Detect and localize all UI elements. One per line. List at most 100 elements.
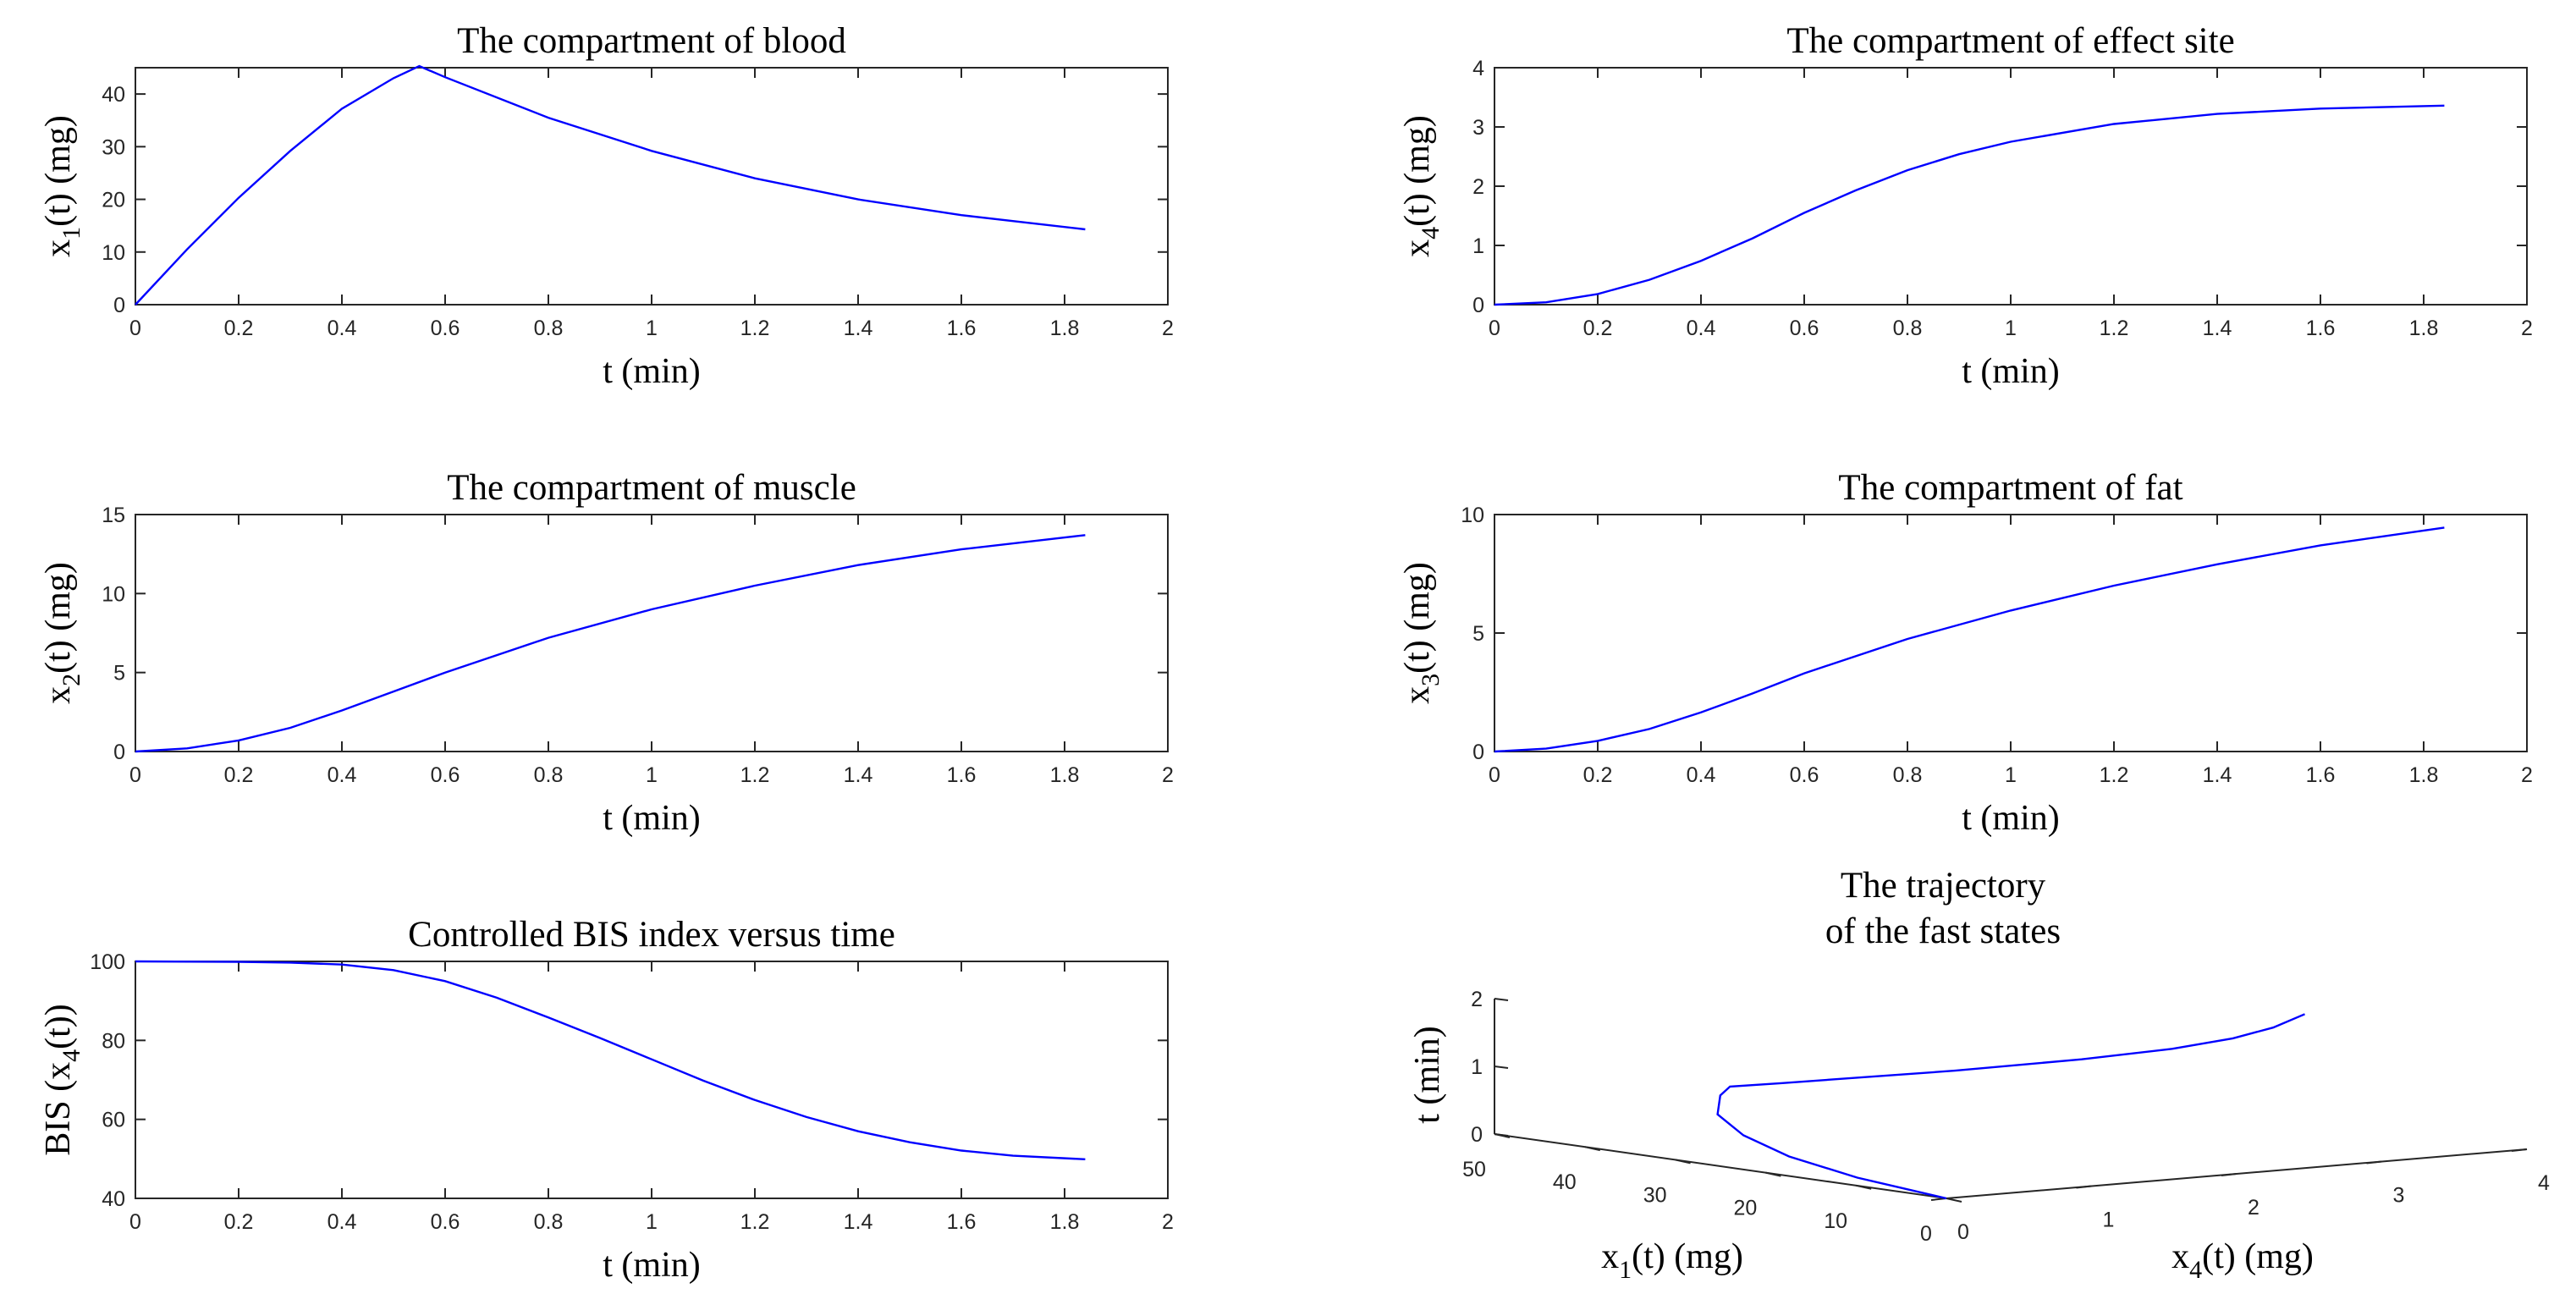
x1-axis-label-sub: 1	[1619, 1256, 1632, 1284]
y-tick-label: 5	[113, 662, 125, 686]
x-tick-label: 2	[1162, 317, 1174, 340]
x-tick-label: 0.4	[1687, 317, 1716, 340]
y-axis-label-rest: (t) (mg)	[39, 115, 78, 227]
y-tick-label: 4	[1472, 57, 1484, 80]
x-tick-label: 1	[646, 763, 658, 787]
y-tick-label: 10	[102, 582, 125, 606]
series-line-BIS	[135, 960, 1086, 1160]
x-tick-label: 0	[1489, 763, 1500, 787]
y-axis-label-base: x	[1398, 240, 1437, 257]
y-tick-label: 40	[102, 1187, 125, 1211]
x1-axis-label-rest: (t) (mg)	[1632, 1237, 1743, 1276]
x4-axis-label: x4(t) (mg)	[2171, 1237, 2314, 1284]
x-tick-label: 0.4	[328, 763, 357, 787]
chart-fat: 0 0.2 0.4 0.6 0.8 1 1.2 1.4 1.6 1.8 2 0 5 10 The compa…	[1398, 468, 2533, 838]
x1-tick-label: 50	[1462, 1158, 1486, 1181]
chart-title: The compartment of muscle	[447, 468, 856, 508]
x-tick-label: 1.6	[947, 763, 977, 787]
y-axis-label-sub: 1	[58, 227, 85, 240]
t-tick-label: 1	[1471, 1055, 1483, 1079]
y-axis-label-rest: (t) (mg)	[39, 562, 78, 674]
t-tick-mark	[1494, 1133, 1509, 1137]
x1-tick-label: 0	[1920, 1222, 1932, 1246]
x-tick-label: 1.2	[740, 1210, 770, 1234]
chart-effect: 0 0.2 0.4 0.6 0.8 1 1.2 1.4 1.6 1.8 2 0 1 2 3 4 The comp…	[1398, 21, 2533, 391]
x-tick-label: 1.4	[2203, 317, 2232, 340]
series-line-x4	[1494, 104, 2445, 306]
y-tick-label: 3	[1472, 116, 1484, 140]
t-tick-mark	[1494, 998, 1509, 1001]
x-tick-label: 1.8	[1050, 1210, 1080, 1234]
chart-muscle: 0 0.2 0.4 0.6 0.8 1 1.2 1.4 1.6 1.8 2 0 5 10 15 The com…	[39, 468, 1174, 838]
chart-title: The compartment of fat	[1838, 468, 2182, 508]
plot-area	[1494, 514, 2528, 752]
x-tick-label: 1	[2005, 763, 2017, 787]
y-axis-label-sub: 4	[58, 1049, 85, 1062]
y-tick-label: 30	[102, 135, 125, 159]
x-tick-label: 0.8	[1893, 763, 1923, 787]
x4-tick-mark	[2511, 1148, 2528, 1152]
y-tick-label: 1	[1472, 234, 1484, 258]
y-axis-label-sub: 2	[58, 674, 85, 686]
y-tick-label: 80	[102, 1029, 125, 1053]
x-tick-label: 0.6	[1790, 317, 1819, 340]
x-tick-label: 0.8	[534, 317, 564, 340]
chart-title-line-1: The trajectory	[1841, 866, 2046, 906]
x-axis-label: t (min)	[1962, 799, 2059, 838]
x-tick-label: 1.4	[2203, 763, 2232, 787]
x-tick-label: 1.2	[740, 763, 770, 787]
chart-title: Controlled BIS index versus time	[408, 915, 895, 955]
x-tick-label: 0.4	[1687, 763, 1716, 787]
x-tick-label: 0.8	[534, 1210, 564, 1234]
x-tick-label: 2	[2521, 317, 2533, 340]
x-tick-label: 1.2	[2100, 763, 2129, 787]
y-tick-label: 5	[1472, 622, 1484, 646]
x-tick-label: 1.8	[1050, 317, 1080, 340]
x4-tick-label: 3	[2393, 1184, 2405, 1208]
x4-axis-label-base: x	[2171, 1237, 2189, 1276]
y-tick-label: 2	[1472, 175, 1484, 199]
x-tick-label: 0.2	[224, 317, 254, 340]
t-tick-mark	[1494, 1065, 1509, 1069]
plot-area	[135, 961, 1169, 1199]
plot-area	[1494, 67, 2528, 306]
x1-axis-label-base: x	[1601, 1237, 1619, 1276]
x-tick-label: 1	[646, 317, 658, 340]
x-tick-label: 1.8	[2409, 317, 2439, 340]
x4-tick-mark	[2076, 1185, 2092, 1189]
x-tick-label: 0.2	[224, 1210, 254, 1234]
x-tick-label: 1.2	[2100, 317, 2129, 340]
x-axis-label: t (min)	[603, 799, 700, 838]
x4-tick-label: 1	[2103, 1209, 2115, 1232]
t-tick-label: 0	[1471, 1123, 1483, 1147]
x4-axis-label-rest: (t) (mg)	[2202, 1237, 2314, 1276]
x-tick-label: 0	[129, 317, 141, 340]
x1-tick-mark	[1765, 1171, 1781, 1177]
series-line-trajectory	[1716, 1013, 2305, 1200]
x4-tick-mark	[2366, 1160, 2382, 1165]
y-tick-label: 60	[102, 1109, 125, 1132]
y-axis-label: x3(t) (mg)	[1398, 562, 1445, 704]
x-tick-label: 1.8	[2409, 763, 2439, 787]
y-axis-label-rest: (t))	[39, 1004, 78, 1049]
y-tick-label: 0	[113, 294, 125, 317]
x-tick-label: 1.4	[844, 1210, 873, 1234]
x-tick-label: 1.2	[740, 317, 770, 340]
chart-title-line-2: of the fast states	[1825, 911, 2061, 951]
x1-tick-mark	[1584, 1146, 1601, 1152]
series-line-x3	[1494, 526, 2445, 753]
x-tick-label: 0.6	[431, 1210, 460, 1234]
y-axis-label-base: BIS (x	[39, 1062, 78, 1156]
x-axis-label: t (min)	[1962, 352, 2059, 391]
x4-axis-label-sub: 4	[2189, 1256, 2202, 1284]
y-tick-label: 0	[1472, 294, 1484, 317]
y-tick-label: 40	[102, 83, 125, 107]
x1-tick-label: 20	[1733, 1197, 1757, 1220]
y-tick-label: 15	[102, 504, 125, 527]
y-axis-label-base: x	[39, 240, 78, 257]
x-tick-label: 0.2	[224, 763, 254, 787]
x-tick-label: 1.6	[2306, 317, 2336, 340]
x4-tick-label: 4	[2538, 1171, 2550, 1195]
x-tick-label: 0.2	[1583, 317, 1613, 340]
